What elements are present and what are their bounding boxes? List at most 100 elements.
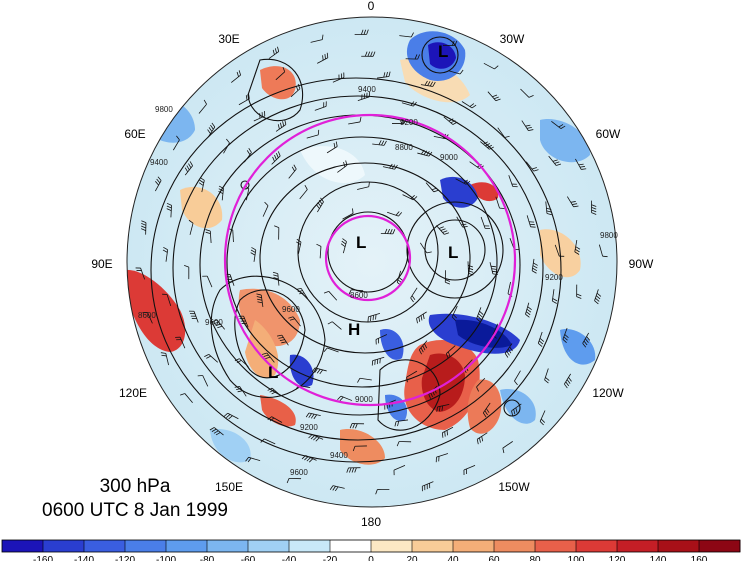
wind-barb-feather <box>363 29 367 35</box>
wind-barb <box>508 175 514 187</box>
wind-barb-feather <box>384 228 388 234</box>
wind-barb-feather <box>211 122 216 128</box>
colorbar-swatch <box>43 540 85 552</box>
wind-barb <box>288 168 297 179</box>
wind-barb <box>554 244 560 257</box>
wind-barb-feather <box>546 213 552 216</box>
colorbar-swatch <box>412 540 454 552</box>
wind-barb-feather <box>218 190 224 194</box>
wind-barb-feather <box>438 226 444 229</box>
wind-barb <box>327 347 339 353</box>
wind-barb <box>305 455 317 461</box>
wind-barb-feather <box>215 432 221 436</box>
longitude-label-120e: 120E <box>119 386 147 400</box>
wind-barb-feather <box>424 80 428 86</box>
wind-barb-feather <box>440 228 446 231</box>
wind-barb <box>497 127 506 138</box>
wind-barb-feather <box>314 368 318 373</box>
wind-barb-feather <box>237 390 243 393</box>
wind-barb-feather <box>424 343 428 349</box>
wind-barb-feather <box>212 319 218 322</box>
wind-barb-feather <box>207 129 211 134</box>
wind-barb-feather <box>274 225 279 229</box>
wind-barb-feather <box>507 348 512 354</box>
wind-barb-feather <box>215 323 221 327</box>
wind-barb-feather <box>525 313 530 318</box>
longitude-label-30e: 30E <box>218 32 239 46</box>
wind-barb-feather <box>591 209 597 213</box>
wind-barb <box>351 289 364 292</box>
wind-barb-feather <box>566 379 571 384</box>
wind-barb-feather <box>324 54 326 60</box>
wind-barb <box>246 188 250 201</box>
wind-barb <box>551 289 555 302</box>
wind-barb <box>253 115 265 122</box>
wind-barb-feather <box>218 185 224 189</box>
wind-barb-feather <box>370 51 373 57</box>
wind-barb-feather <box>245 457 249 462</box>
wind-barb-feather <box>436 406 438 412</box>
wind-barb-feather <box>565 381 570 387</box>
colorbar-swatch <box>371 540 413 552</box>
wind-barb-feather <box>316 204 320 209</box>
wind-barb-feather <box>491 268 497 270</box>
wind-barb <box>277 273 280 286</box>
wind-barb <box>507 281 511 294</box>
wind-barb-feather <box>428 394 432 400</box>
wind-barb <box>306 134 319 139</box>
wind-barb-feather <box>584 338 589 343</box>
colorbar-tick-label: -80 <box>200 555 215 561</box>
wind-barb <box>208 354 219 363</box>
wind-barb-feather <box>575 248 580 253</box>
wind-barb-feather <box>198 182 204 186</box>
wind-barb-feather <box>166 208 172 212</box>
wind-barb-feather <box>490 265 496 268</box>
pressure-center-label: H <box>348 320 360 339</box>
wind-barb <box>170 205 172 218</box>
colorbar-tick-label: 0 <box>368 555 374 561</box>
wind-barb-feather <box>389 229 393 234</box>
wind-barb-feather <box>308 434 313 439</box>
wind-barb <box>172 139 180 151</box>
longitude-label-0: 0 <box>368 0 375 13</box>
wind-barb-feather <box>352 423 356 429</box>
wind-barb-feather <box>260 438 265 443</box>
wind-barb-feather <box>438 406 441 412</box>
wind-barb-feather <box>576 293 582 297</box>
wind-barb-feather <box>410 101 415 106</box>
longitude-label-30w: 30W <box>500 32 525 46</box>
wind-barb-feather <box>394 421 397 427</box>
wind-barb <box>436 453 449 458</box>
wind-barb-feather <box>203 99 207 105</box>
wind-barb-feather <box>316 243 322 247</box>
wind-barb-feather <box>348 289 352 295</box>
wind-barb-feather <box>395 211 400 216</box>
colorbar-tick-label: -140 <box>74 555 94 561</box>
wind-barb-feather <box>568 377 572 382</box>
wind-barb <box>469 161 480 169</box>
wind-barb-feather <box>418 316 421 322</box>
wind-barb <box>248 456 261 462</box>
wind-barb-feather <box>311 367 316 373</box>
height-contours <box>150 36 562 463</box>
colorbar: -160 -140 -120 -100 -80 -60 -40 -20 0 20 40 60 80 100… <box>1 539 741 561</box>
wind-barb-feather <box>394 164 398 170</box>
wind-barb-feather <box>296 288 302 290</box>
wind-barb-feather <box>271 391 277 395</box>
wind-barb-feather <box>389 163 393 169</box>
wind-barb-feather <box>273 277 279 280</box>
wind-barb-feather <box>277 151 281 157</box>
wind-barb-feather <box>444 232 450 235</box>
wind-barb-feather <box>469 103 475 107</box>
wind-barb-feather <box>223 412 229 417</box>
wind-barb <box>140 267 146 280</box>
colorbar-swatch <box>330 540 372 552</box>
wind-barb-feather <box>322 55 324 61</box>
wind-barb-feather <box>318 199 323 205</box>
wind-barb-feather <box>515 407 518 413</box>
wind-barb-feather <box>166 202 172 206</box>
wind-barb-feather <box>364 51 368 57</box>
wind-barb-feather <box>261 352 267 355</box>
wind-barb-feather <box>250 249 256 253</box>
wind-barb <box>271 416 283 423</box>
